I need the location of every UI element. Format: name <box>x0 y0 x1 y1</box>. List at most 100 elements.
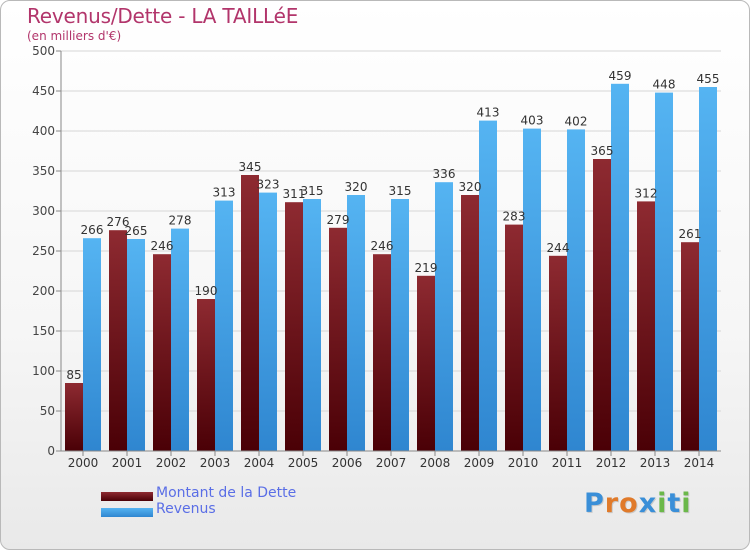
data-label-revenus: 265 <box>125 224 148 238</box>
y-tick-label: 200 <box>32 284 55 298</box>
bar-revenus <box>215 200 233 451</box>
bar-revenus <box>391 199 409 451</box>
data-label-revenus: 323 <box>257 178 280 192</box>
x-tick-label: 2007 <box>376 456 407 470</box>
x-tick-label: 2006 <box>332 456 363 470</box>
bar-debt <box>197 299 215 451</box>
proxiti-logo: Proxiti <box>584 488 692 519</box>
data-label-debt: 244 <box>547 241 570 255</box>
bar-revenus <box>479 120 497 451</box>
bar-revenus <box>347 195 365 451</box>
bar-revenus <box>699 87 717 451</box>
bar-revenus <box>435 182 453 451</box>
data-label-revenus: 320 <box>345 180 368 194</box>
chart-title: Revenus/Dette - LA TAILLéE <box>27 4 299 28</box>
bar-revenus <box>611 83 629 452</box>
legend-label-debt: Montant de la Dette <box>156 485 297 501</box>
x-tick-label: 2010 <box>508 456 539 470</box>
data-label-debt: 283 <box>503 210 526 224</box>
x-tick-label: 2008 <box>420 456 451 470</box>
data-label-revenus: 448 <box>653 78 676 92</box>
data-label-revenus: 455 <box>697 72 720 86</box>
data-label-revenus: 402 <box>565 114 588 128</box>
bar-debt <box>329 227 347 451</box>
x-tick-label: 2011 <box>552 456 583 470</box>
bar-debt <box>505 224 523 451</box>
logo-letter: i <box>657 488 668 519</box>
logo-letter: o <box>619 488 639 519</box>
data-label-debt: 85 <box>66 368 81 382</box>
data-label-debt: 190 <box>195 284 218 298</box>
y-tick-label: 150 <box>32 324 55 338</box>
data-label-debt: 311 <box>283 187 306 201</box>
x-tick-label: 2014 <box>684 456 715 470</box>
bar-debt <box>417 275 435 451</box>
logo-letter: r <box>604 488 620 519</box>
data-label-revenus: 336 <box>433 167 456 181</box>
y-tick-label: 300 <box>32 204 55 218</box>
data-label-debt: 246 <box>151 239 174 253</box>
bar-debt <box>241 175 259 451</box>
data-label-debt: 261 <box>679 227 702 241</box>
logo-letter: t <box>667 488 682 519</box>
bar-revenus <box>523 128 541 451</box>
x-tick-label: 2003 <box>200 456 231 470</box>
bar-debt <box>461 195 479 451</box>
bar-chart: 8526627626524627819031334532331131527932… <box>32 44 721 470</box>
y-tick-label: 450 <box>32 84 55 98</box>
bar-revenus <box>655 92 673 451</box>
x-tick-label: 2004 <box>244 456 275 470</box>
data-label-debt: 276 <box>107 215 130 229</box>
y-tick-label: 0 <box>47 444 55 458</box>
data-label-debt: 312 <box>635 186 658 200</box>
y-tick-label: 50 <box>40 404 55 418</box>
logo-letter: x <box>638 488 658 519</box>
bar-debt <box>373 254 391 451</box>
data-label-revenus: 403 <box>521 114 544 128</box>
legend-swatch-revenus <box>101 508 153 517</box>
bar-debt <box>285 202 303 451</box>
bar-debt <box>65 383 83 451</box>
x-tick-label: 2002 <box>156 456 187 470</box>
data-label-revenus: 459 <box>609 69 632 83</box>
bar-revenus <box>83 238 101 451</box>
y-tick-label: 100 <box>32 364 55 378</box>
bar-debt <box>681 242 699 451</box>
y-tick-label: 250 <box>32 244 55 258</box>
bar-revenus <box>127 239 145 451</box>
data-label-revenus: 313 <box>213 186 236 200</box>
bar-debt <box>153 254 171 451</box>
logo-letter: P <box>584 488 605 519</box>
x-tick-label: 2012 <box>596 456 627 470</box>
x-tick-label: 2001 <box>112 456 143 470</box>
bar-revenus <box>303 199 321 451</box>
data-label-revenus: 266 <box>81 223 104 237</box>
bar-debt <box>109 230 127 451</box>
logo-letter: i <box>681 488 692 519</box>
bar-revenus <box>259 192 277 451</box>
data-label-debt: 279 <box>327 213 350 227</box>
data-label-debt: 345 <box>239 160 262 174</box>
y-tick-label: 400 <box>32 124 55 138</box>
legend-label-revenus: Revenus <box>156 501 216 517</box>
data-label-debt: 219 <box>415 261 438 275</box>
bar-debt <box>637 201 655 451</box>
data-label-revenus: 413 <box>477 106 500 120</box>
data-label-debt: 320 <box>459 180 482 194</box>
x-tick-label: 2013 <box>640 456 671 470</box>
data-label-debt: 365 <box>591 144 614 158</box>
bar-revenus <box>567 129 585 451</box>
y-tick-label: 500 <box>32 44 55 58</box>
x-tick-label: 2005 <box>288 456 319 470</box>
data-label-revenus: 278 <box>169 214 192 228</box>
y-tick-label: 350 <box>32 164 55 178</box>
legend-swatch-debt <box>101 492 153 501</box>
bar-debt <box>549 255 567 451</box>
chart-subtitle: (en milliers d'€) <box>27 29 122 43</box>
bar-debt <box>593 159 611 451</box>
x-tick-label: 2000 <box>68 456 99 470</box>
bar-revenus <box>171 228 189 451</box>
data-label-revenus: 315 <box>389 184 412 198</box>
data-label-debt: 246 <box>371 239 394 253</box>
